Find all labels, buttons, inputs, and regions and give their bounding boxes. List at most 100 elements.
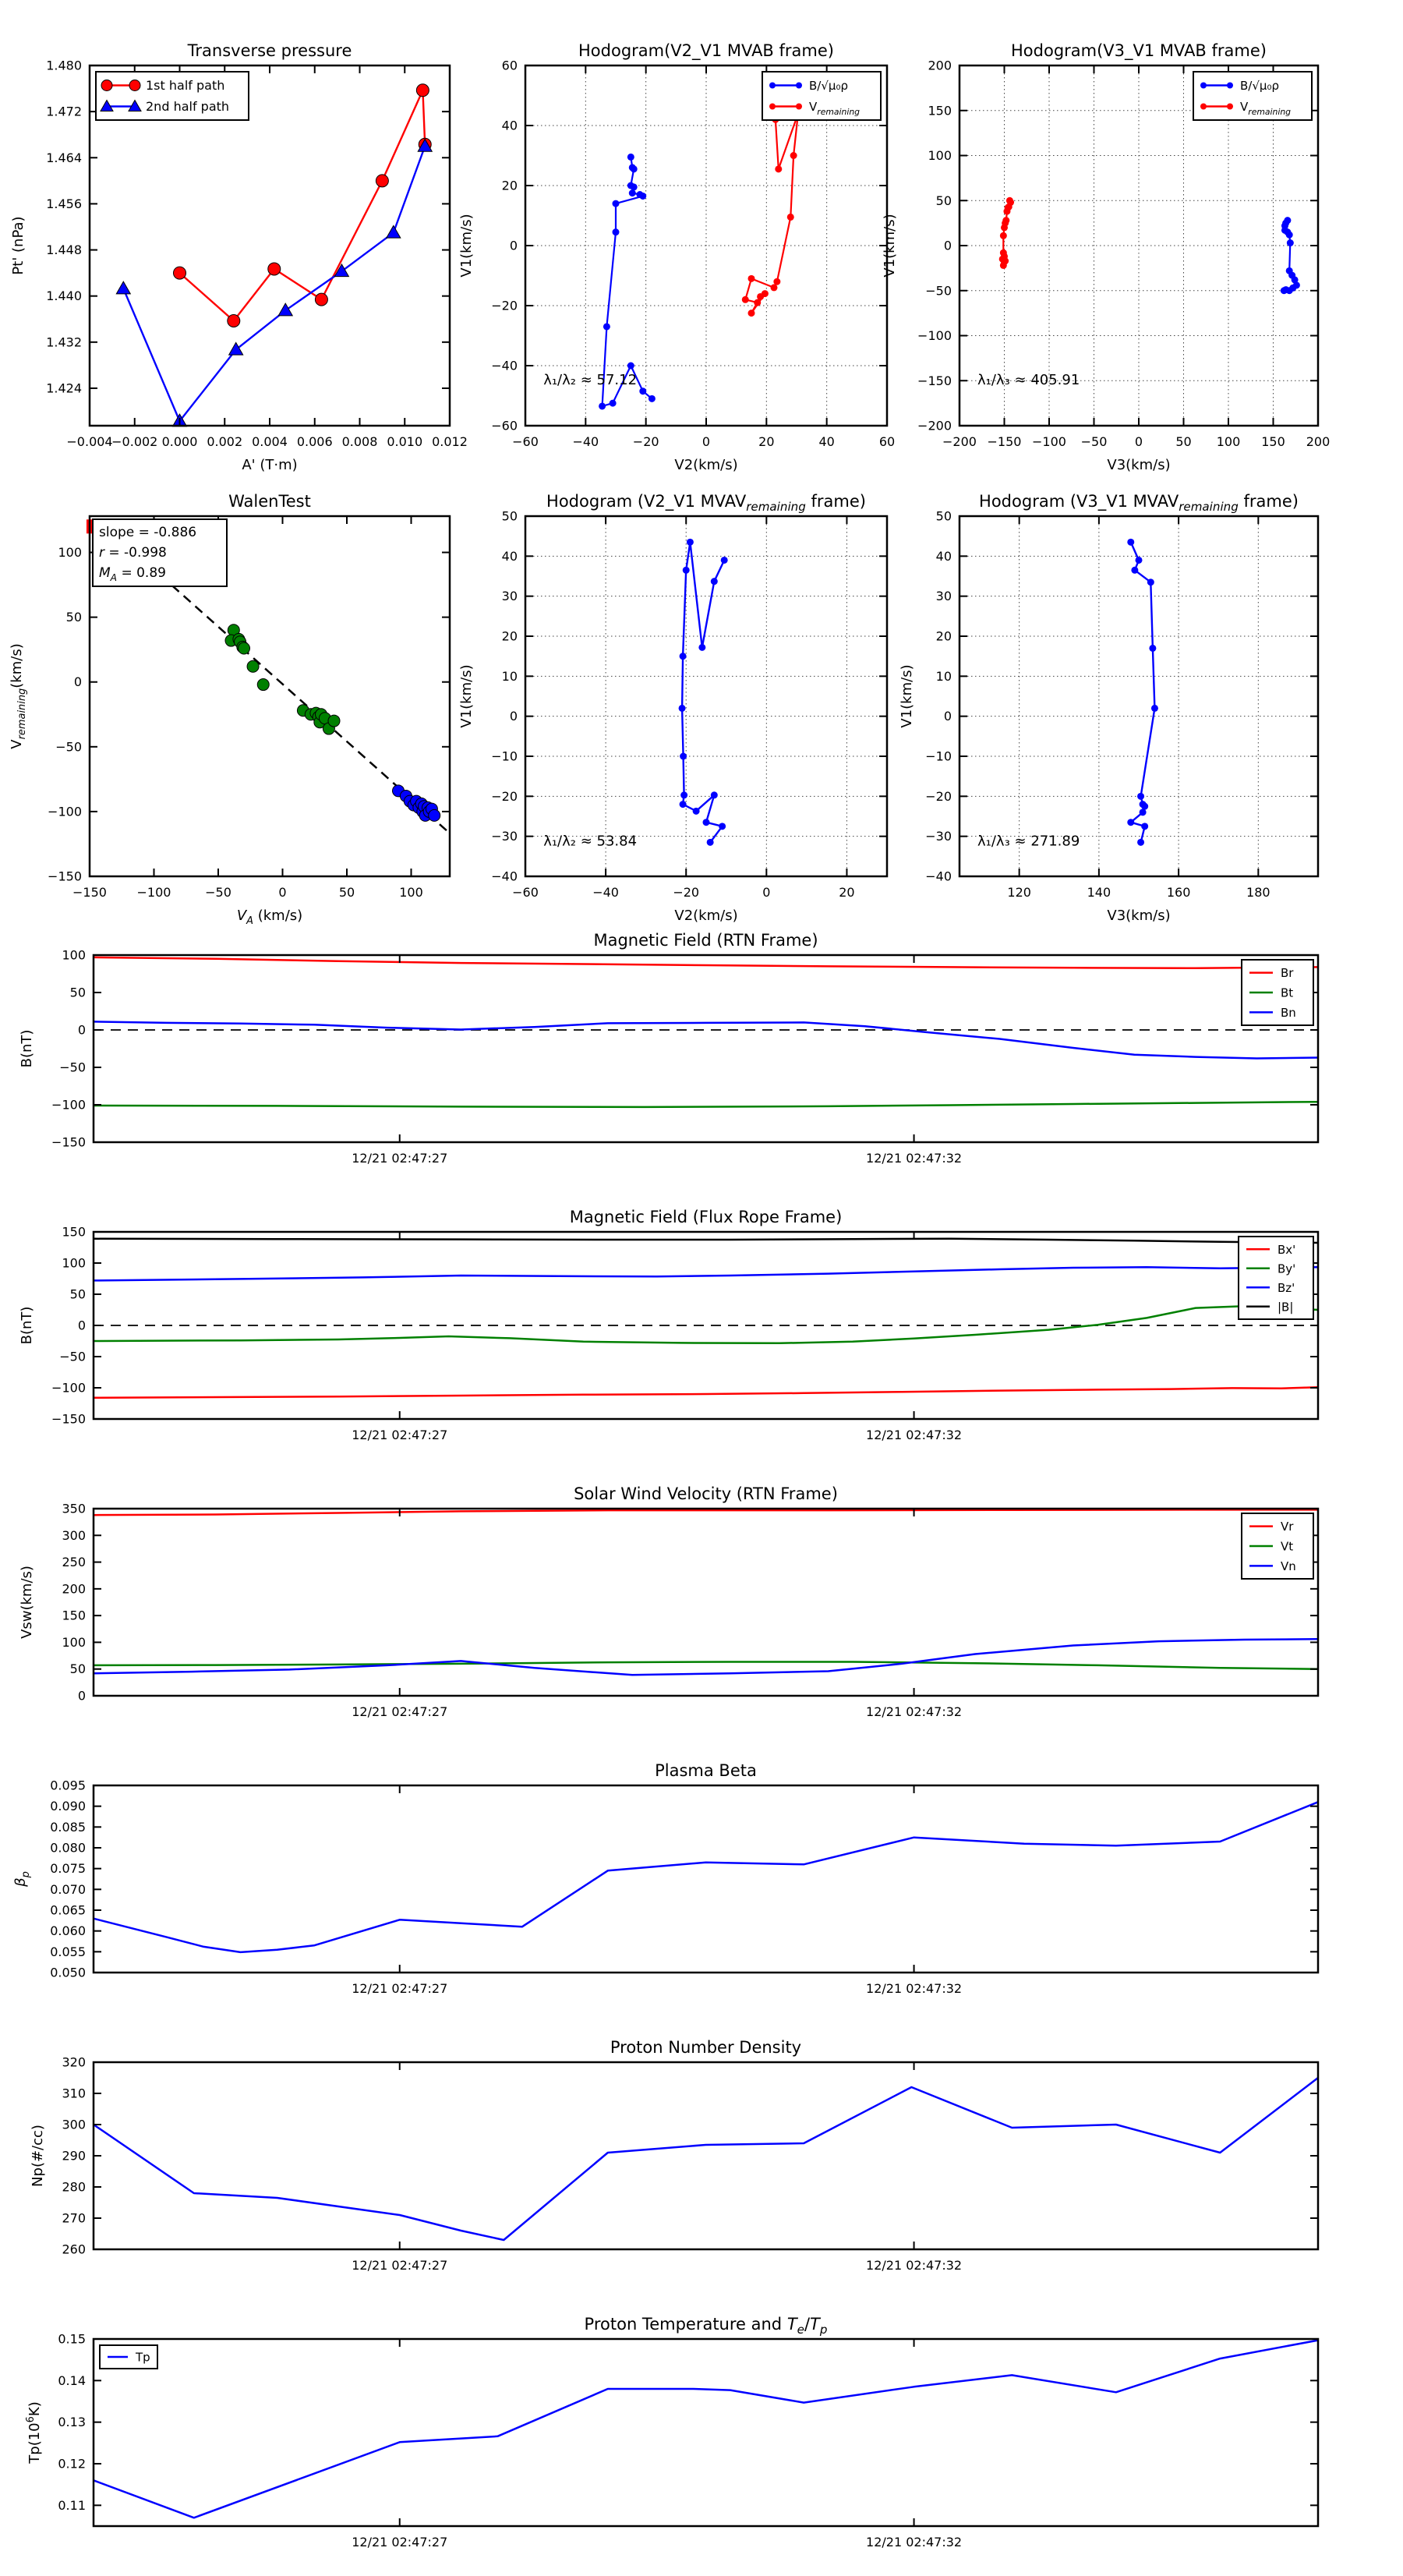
svg-text:12/21 02:47:32: 12/21 02:47:32 [866,2535,962,2549]
svg-text:100: 100 [58,545,82,560]
svg-text:Transverse pressure: Transverse pressure [187,41,352,60]
svg-text:0.000: 0.000 [162,434,198,449]
svg-text:260: 260 [62,2242,86,2257]
magnetic-field-fluxrope-panel: 12/21 02:47:27 12/21 02:47:32 −150 −100 −50 0… [19,1208,1320,1442]
svg-text:−50: −50 [55,739,82,754]
svg-text:50: 50 [936,509,952,524]
svg-text:100: 100 [399,885,423,900]
svg-text:0.080: 0.080 [50,1841,86,1856]
svg-text:140: 140 [1087,885,1111,900]
svg-text:30: 30 [502,589,518,603]
svg-text:270: 270 [62,2211,86,2226]
svg-text:V2(km/s): V2(km/s) [674,908,737,924]
svg-text:0.055: 0.055 [50,1944,86,1959]
svg-text:30: 30 [936,589,952,603]
svg-text:Magnetic Field (RTN Frame): Magnetic Field (RTN Frame) [593,931,818,950]
svg-text:0.085: 0.085 [50,1820,86,1835]
svg-text:50: 50 [1175,434,1191,449]
svg-text:100: 100 [62,1256,86,1271]
svg-text:50: 50 [70,1287,86,1302]
svg-text:−40: −40 [572,434,599,449]
transverse-pressure-plot: −0.004−0.002 0.000 0.002 0.004 0.006 0.008 0.0… [10,41,468,473]
svg-text:0: 0 [702,434,710,449]
hodogram-v2v1-mvav-plot: −60 −40 −20 0 20−40−30−20−1001020304050Hodog… [458,492,889,924]
svg-text:12/21 02:47:32: 12/21 02:47:32 [866,1704,962,1719]
svg-text:B(nT): B(nT) [19,1030,35,1068]
svg-text:Np(#/cc): Np(#/cc) [30,2125,46,2187]
svg-text:20: 20 [758,434,774,449]
svg-text:180: 180 [1246,885,1270,900]
svg-text:0: 0 [944,239,952,253]
svg-text:−150: −150 [51,1135,86,1150]
svg-text:0.010: 0.010 [387,434,422,449]
svg-text:0: 0 [78,1023,86,1038]
svg-text:40: 40 [502,119,518,133]
svg-text:12/21 02:47:27: 12/21 02:47:27 [352,1704,447,1719]
svg-text:−60: −60 [491,419,518,433]
svg-text:10: 10 [502,669,518,684]
svg-text:−10: −10 [491,749,518,764]
svg-text:Hodogram (V2_V1 MVAVremaining: Hodogram (V2_V1 MVAVremaining frame) [546,492,866,514]
svg-text:12/21 02:47:32: 12/21 02:47:32 [866,2258,962,2273]
svg-text:−100: −100 [51,1098,86,1113]
svg-text:V1(km/s): V1(km/s) [882,214,898,277]
svg-text:0.090: 0.090 [50,1799,86,1813]
svg-text:50: 50 [502,509,518,524]
svg-text:0: 0 [510,709,518,724]
svg-text:12/21 02:47:27: 12/21 02:47:27 [352,2535,447,2549]
svg-text:−100: −100 [137,885,171,900]
svg-text:0.060: 0.060 [50,1923,86,1938]
svg-text:100: 100 [1217,434,1241,449]
svg-text:VA (km/s): VA (km/s) [237,908,302,927]
svg-text:V2(km/s): V2(km/s) [674,457,737,473]
plasma-beta-panel: 12/21 02:47:27 12/21 02:47:32 0.050 0.055 0.… [12,1761,1320,1996]
svg-text:60: 60 [502,58,518,73]
svg-text:Plasma Beta: Plasma Beta [655,1761,757,1780]
svg-text:−60: −60 [512,885,539,900]
svg-text:0.12: 0.12 [58,2457,86,2472]
svg-text:Vremaining: Vremaining [809,100,860,117]
svg-text:−50: −50 [925,283,952,298]
svg-text:B/√μ₀ρ: B/√μ₀ρ [1240,79,1279,93]
svg-text:−150: −150 [988,434,1022,449]
svg-text:1st half path: 1st half path [146,78,224,93]
svg-text:−100: −100 [1032,434,1066,449]
svg-text:−40: −40 [925,869,952,884]
svg-text:100: 100 [62,1635,86,1650]
svg-text:350: 350 [62,1502,86,1516]
svg-text:20: 20 [839,885,854,900]
svg-text:2nd half path: 2nd half path [146,99,229,114]
svg-text:1.448: 1.448 [46,242,82,257]
svg-text:Bn: Bn [1281,1006,1296,1020]
proton-temperature-panel: 12/21 02:47:27 12/21 02:47:32 0.11 0.12 0.13… [25,2315,1320,2549]
svg-text:Vsw(km/s): Vsw(km/s) [19,1566,35,1639]
svg-text:−150: −150 [51,1412,86,1427]
svg-text:−40: −40 [592,885,619,900]
svg-text:Tp: Tp [135,2351,150,2365]
svg-text:−150: −150 [48,869,82,884]
svg-text:12/21 02:47:32: 12/21 02:47:32 [866,1428,962,1442]
svg-text:200: 200 [1306,434,1331,449]
svg-text:Br: Br [1281,966,1294,980]
svg-text:0: 0 [74,674,82,689]
svg-text:200: 200 [928,58,952,73]
svg-text:−60: −60 [512,434,539,449]
svg-text:20: 20 [936,629,952,644]
svg-text:|B|: |B| [1278,1300,1293,1314]
svg-text:0.002: 0.002 [207,434,242,449]
svg-text:0.13: 0.13 [58,2415,86,2429]
svg-text:0.004: 0.004 [252,434,288,449]
walen-test-plot: −150 −100 −50 0 50 100 −150 −100 −50 0 50 100 WalenT… [9,492,451,927]
svg-text:−50: −50 [205,885,231,900]
svg-text:−20: −20 [491,789,518,804]
svg-text:150: 150 [62,1225,86,1240]
svg-text:0.14: 0.14 [58,2373,86,2388]
svg-text:B/√μ₀ρ: B/√μ₀ρ [809,79,848,93]
svg-text:0.15: 0.15 [58,2332,86,2347]
svg-text:slope = -0.886: slope = -0.886 [99,525,196,540]
svg-text:0: 0 [510,239,518,253]
svg-text:−20: −20 [925,789,952,804]
svg-text:Vt: Vt [1281,1540,1293,1554]
svg-text:12/21 02:47:32: 12/21 02:47:32 [866,1981,962,1996]
svg-text:150: 150 [62,1608,86,1623]
